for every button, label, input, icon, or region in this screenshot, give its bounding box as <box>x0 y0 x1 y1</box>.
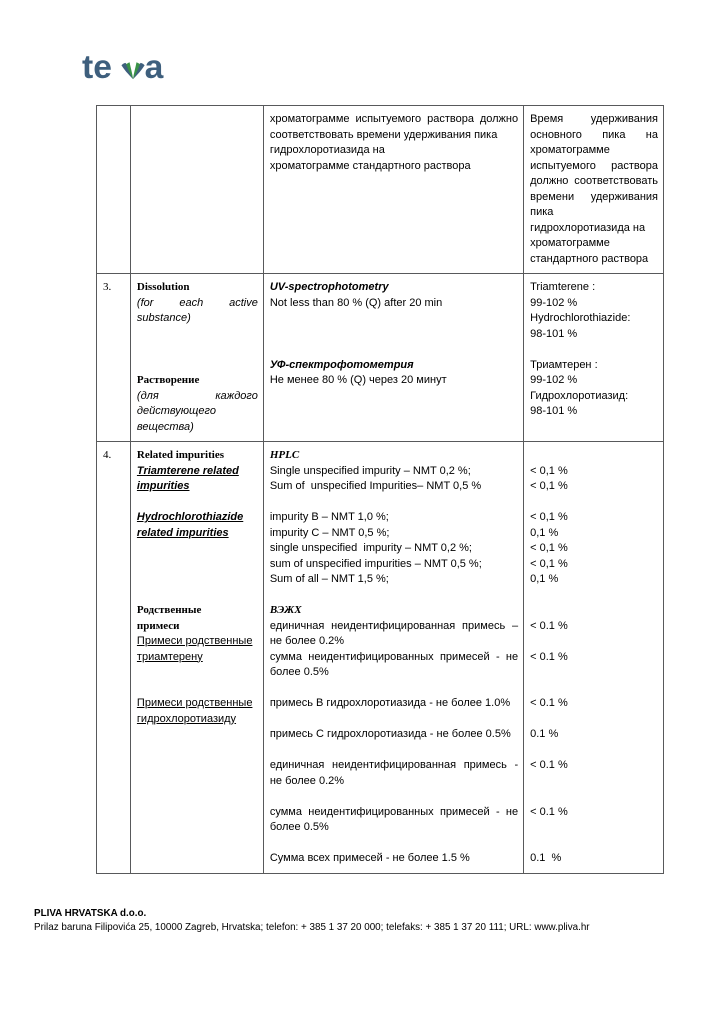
svg-text:a: a <box>145 49 164 86</box>
svg-text:te: te <box>82 49 112 86</box>
